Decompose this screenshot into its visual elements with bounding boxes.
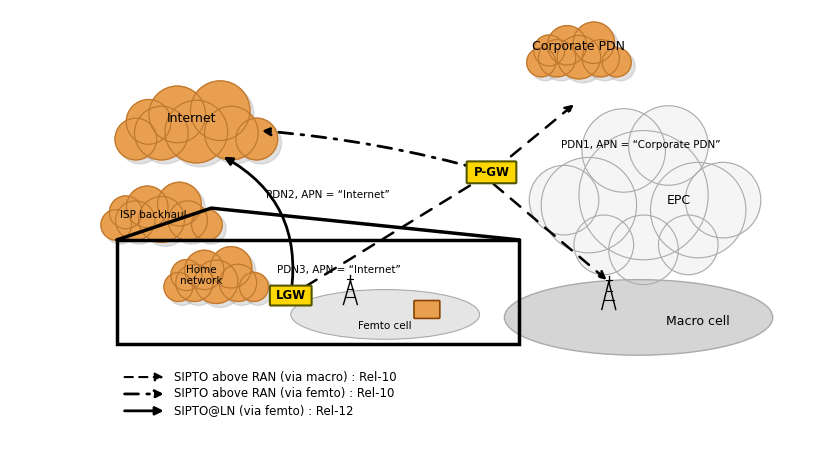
Circle shape [179, 268, 217, 305]
Circle shape [601, 48, 631, 77]
Text: Corporate PDN: Corporate PDN [532, 40, 625, 53]
Circle shape [210, 247, 251, 288]
Circle shape [119, 122, 161, 164]
Circle shape [188, 254, 228, 294]
Circle shape [130, 104, 174, 148]
Circle shape [214, 251, 256, 292]
Circle shape [239, 273, 268, 301]
Circle shape [172, 205, 211, 244]
Text: PDN3, APN = “Internet”: PDN3, APN = “Internet” [276, 265, 400, 275]
Circle shape [243, 277, 272, 305]
Circle shape [168, 277, 197, 305]
Circle shape [138, 197, 184, 242]
Circle shape [236, 118, 278, 160]
Text: ISP backhaul: ISP backhaul [120, 210, 187, 220]
Circle shape [184, 250, 224, 290]
Circle shape [542, 44, 579, 81]
Circle shape [608, 215, 677, 285]
Circle shape [157, 182, 201, 226]
Circle shape [113, 200, 146, 233]
Circle shape [572, 22, 613, 63]
Text: PDN2, APN = “Internet”: PDN2, APN = “Internet” [266, 190, 390, 200]
Circle shape [573, 215, 633, 275]
Circle shape [134, 106, 188, 160]
Bar [116, 240, 518, 344]
Circle shape [101, 210, 131, 240]
Circle shape [195, 214, 226, 244]
Circle shape [174, 264, 206, 295]
Circle shape [169, 104, 231, 167]
Text: LGW: LGW [275, 289, 305, 302]
Circle shape [138, 110, 192, 164]
Circle shape [130, 190, 172, 232]
Circle shape [541, 158, 636, 253]
Circle shape [550, 30, 590, 69]
Circle shape [578, 131, 708, 260]
Circle shape [538, 40, 575, 77]
Circle shape [560, 40, 604, 83]
Circle shape [537, 39, 568, 70]
Circle shape [204, 106, 258, 160]
FancyBboxPatch shape [269, 286, 311, 305]
Ellipse shape [504, 280, 771, 355]
Text: Home
network: Home network [180, 265, 222, 286]
Circle shape [528, 165, 598, 235]
Circle shape [649, 163, 745, 258]
FancyBboxPatch shape [414, 300, 439, 318]
Text: PDN1, APN = “Corporate PDN”: PDN1, APN = “Corporate PDN” [560, 141, 720, 150]
Circle shape [105, 214, 135, 244]
Text: SIPTO@LN (via femto) : Rel-12: SIPTO@LN (via femto) : Rel-12 [174, 405, 354, 417]
Circle shape [120, 205, 159, 244]
Circle shape [219, 264, 256, 301]
Circle shape [530, 52, 559, 81]
Circle shape [194, 85, 254, 145]
Circle shape [685, 163, 760, 238]
Circle shape [149, 86, 206, 143]
Circle shape [194, 260, 238, 304]
Circle shape [628, 106, 708, 185]
Text: Femto cell: Femto cell [358, 321, 411, 331]
Circle shape [223, 268, 260, 305]
Circle shape [126, 100, 171, 144]
Circle shape [547, 26, 586, 65]
Circle shape [164, 273, 192, 301]
Circle shape [240, 122, 281, 164]
Circle shape [170, 260, 201, 291]
Circle shape [115, 118, 156, 160]
FancyBboxPatch shape [466, 161, 516, 183]
Circle shape [115, 201, 155, 240]
Circle shape [658, 215, 717, 275]
Circle shape [208, 110, 262, 164]
Circle shape [557, 35, 600, 79]
Ellipse shape [291, 290, 479, 339]
Circle shape [109, 196, 142, 229]
Circle shape [533, 35, 564, 66]
Text: Internet: Internet [166, 112, 216, 125]
Circle shape [168, 201, 207, 240]
Text: SIPTO above RAN (via macro) : Rel-10: SIPTO above RAN (via macro) : Rel-10 [174, 370, 396, 383]
Circle shape [143, 200, 188, 247]
Circle shape [526, 48, 555, 77]
Circle shape [577, 26, 618, 67]
Circle shape [605, 52, 635, 81]
Text: Macro cell: Macro cell [666, 315, 729, 328]
Circle shape [165, 100, 228, 163]
Text: SIPTO above RAN (via femto) : Rel-10: SIPTO above RAN (via femto) : Rel-10 [174, 387, 395, 401]
Circle shape [152, 90, 210, 147]
Circle shape [126, 186, 168, 228]
Circle shape [581, 109, 664, 192]
Circle shape [198, 264, 242, 308]
Circle shape [161, 186, 205, 230]
Circle shape [192, 210, 222, 240]
Circle shape [175, 264, 213, 301]
Text: P-GW: P-GW [473, 166, 509, 179]
Text: EPC: EPC [666, 194, 690, 207]
Circle shape [586, 44, 622, 81]
Circle shape [581, 40, 618, 77]
Circle shape [190, 81, 250, 141]
